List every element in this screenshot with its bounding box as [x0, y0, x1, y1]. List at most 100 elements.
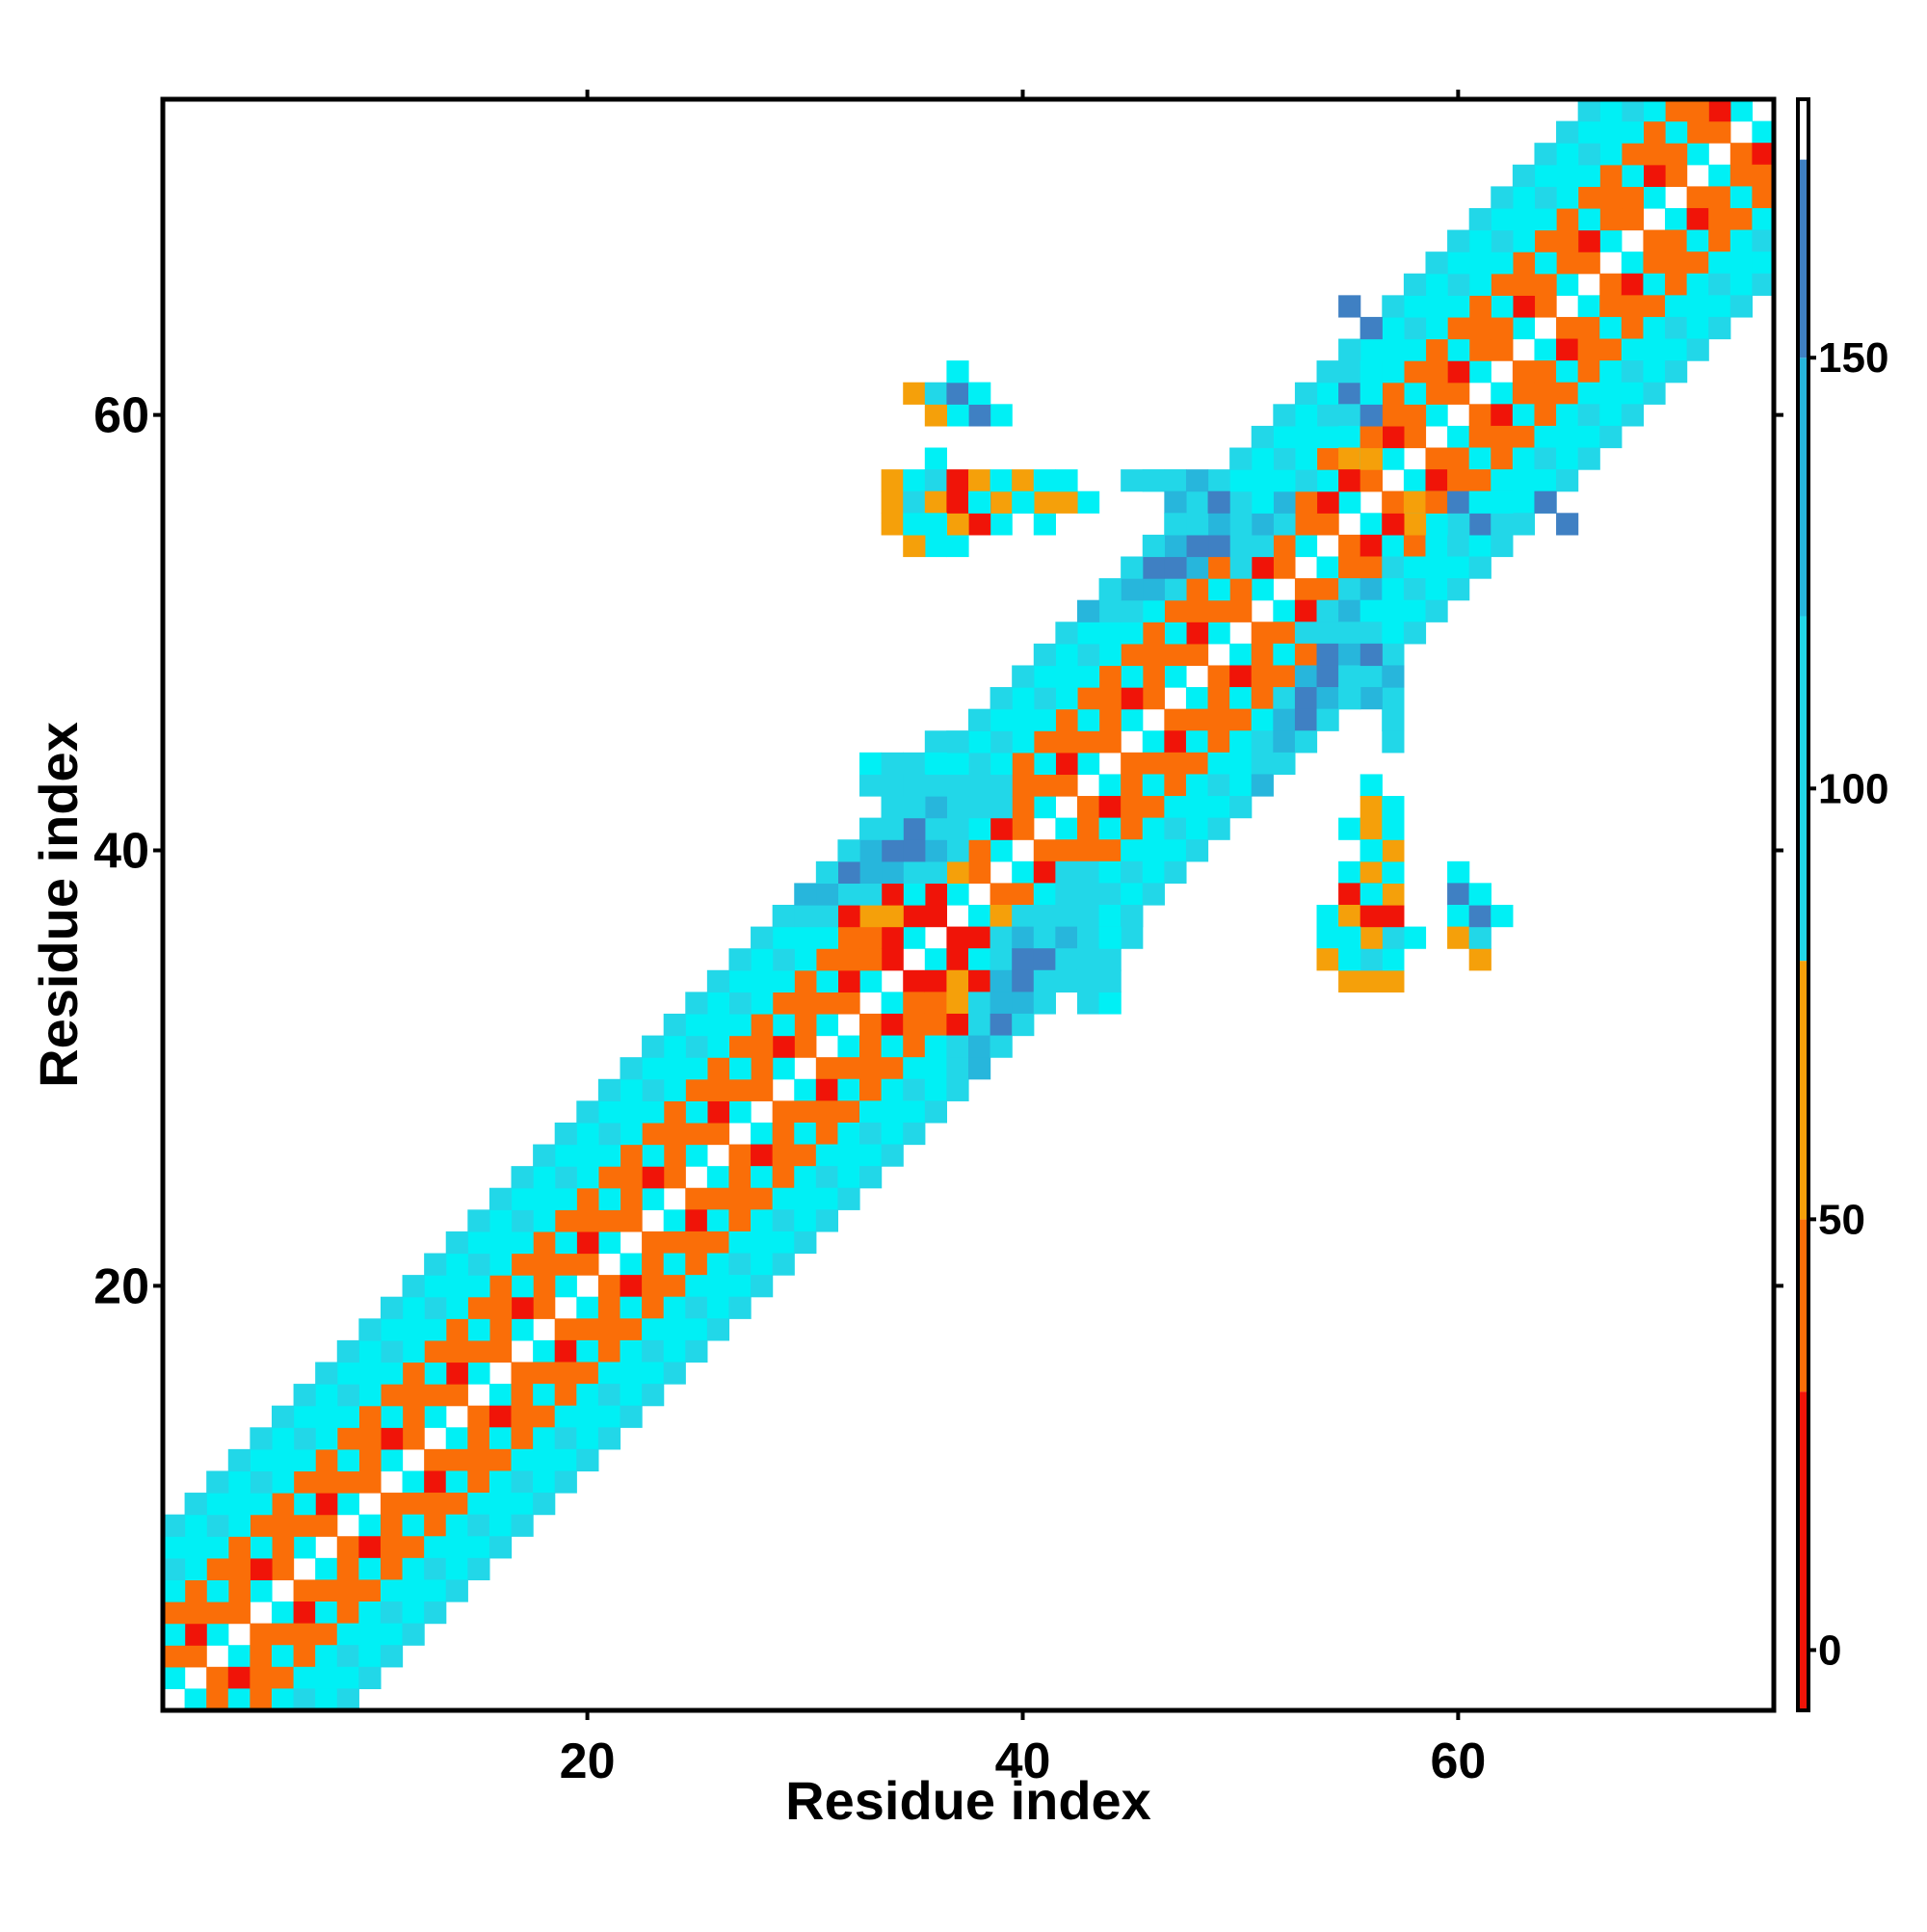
- heatmap-cell: [358, 1645, 382, 1668]
- heatmap-cell: [1577, 186, 1600, 209]
- heatmap-cell: [1316, 382, 1339, 405]
- heatmap-cell: [206, 1666, 229, 1689]
- heatmap-cell: [903, 860, 926, 884]
- heatmap-cell: [1185, 469, 1209, 492]
- heatmap-cell: [1621, 404, 1645, 427]
- heatmap-cell: [1468, 883, 1491, 906]
- heatmap-cell: [1076, 860, 1100, 884]
- heatmap-cell: [358, 1427, 382, 1450]
- heatmap-cell: [1359, 469, 1383, 492]
- heatmap-cell: [271, 1666, 295, 1689]
- heatmap-cell: [554, 1405, 577, 1428]
- heatmap-cell: [1359, 622, 1383, 645]
- heatmap-cell: [424, 1318, 447, 1341]
- heatmap-cell: [1359, 338, 1383, 361]
- heatmap-cell: [1382, 447, 1405, 470]
- heatmap-cell: [445, 1231, 468, 1255]
- heatmap-cell: [815, 948, 839, 971]
- heatmap-cell: [903, 839, 926, 862]
- heatmap-cell: [1752, 251, 1775, 275]
- heatmap-cell: [511, 1253, 534, 1276]
- heatmap-cell: [881, 883, 904, 906]
- heatmap-cell: [728, 1166, 752, 1189]
- heatmap-cell: [1273, 556, 1296, 579]
- heatmap-cell: [1055, 883, 1078, 906]
- heatmap-cell: [402, 1427, 425, 1450]
- heatmap-cell: [1076, 796, 1100, 819]
- heatmap-cell: [1599, 425, 1623, 449]
- heatmap-cell: [554, 1209, 577, 1232]
- heatmap-cell: [1599, 360, 1623, 384]
- heatmap-cell: [859, 1144, 883, 1167]
- heatmap-cell: [1033, 513, 1056, 536]
- heatmap-cell: [837, 1122, 860, 1146]
- heatmap-cell: [488, 1470, 513, 1494]
- heatmap-cell: [1316, 360, 1339, 384]
- heatmap-cell: [1534, 338, 1557, 361]
- heatmap-cell: [1012, 490, 1035, 514]
- heatmap-cell: [1098, 817, 1122, 840]
- heatmap-cell: [1556, 316, 1579, 340]
- heatmap-cell: [968, 469, 991, 492]
- heatmap-cell: [1121, 643, 1144, 667]
- heatmap-cell: [1447, 883, 1470, 906]
- heatmap-cell: [1491, 229, 1514, 252]
- heatmap-cell: [1294, 622, 1318, 645]
- colorbar-frame: [1796, 97, 1810, 1712]
- heatmap-cell: [1447, 273, 1470, 296]
- heatmap-cell: [184, 1601, 207, 1625]
- heatmap-cell: [751, 948, 774, 971]
- heatmap-cell: [990, 992, 1013, 1015]
- heatmap-cell: [837, 992, 860, 1015]
- heatmap-cell: [554, 1253, 577, 1276]
- heatmap-cell: [881, 1035, 904, 1058]
- heatmap-cell: [1621, 120, 1645, 144]
- colorbar-tick-label: 100: [1818, 765, 1888, 812]
- heatmap-cell: [794, 948, 817, 971]
- heatmap-cell: [1729, 186, 1753, 209]
- heatmap-cell: [1207, 490, 1230, 514]
- heatmap-cell: [1273, 643, 1296, 667]
- heatmap-cell: [1556, 404, 1579, 427]
- heatmap-cell: [620, 1405, 643, 1428]
- heatmap-cell: [751, 926, 774, 949]
- heatmap-cell: [751, 1122, 774, 1146]
- heatmap-cell: [859, 969, 883, 992]
- heatmap-cell: [1229, 469, 1253, 492]
- heatmap-cell: [924, 883, 947, 906]
- heatmap-cell: [1621, 316, 1645, 340]
- heatmap-cell: [1207, 622, 1230, 645]
- heatmap-cell: [1425, 447, 1448, 470]
- heatmap-cell: [1359, 578, 1383, 601]
- heatmap-cell: [1273, 622, 1296, 645]
- heatmap-cell: [533, 1362, 556, 1385]
- heatmap-cell: [728, 1035, 752, 1058]
- heatmap-cell: [1273, 490, 1296, 514]
- heatmap-cell: [1316, 404, 1339, 427]
- heatmap-cell: [1403, 469, 1427, 492]
- heatmap-cell: [924, 992, 947, 1015]
- heatmap-cell: [1359, 860, 1383, 884]
- heatmap-cell: [1359, 926, 1383, 949]
- heatmap-cell: [1686, 316, 1709, 340]
- heatmap-cell: [576, 1296, 599, 1319]
- heatmap-cell: [1033, 708, 1056, 731]
- heatmap-cell: [1273, 447, 1296, 470]
- heatmap-cell: [968, 382, 991, 405]
- heatmap-cell: [663, 1078, 686, 1101]
- heatmap-cell: [1273, 404, 1296, 427]
- heatmap-cell: [1643, 382, 1666, 405]
- heatmap-cell: [293, 1493, 316, 1516]
- heatmap-cell: [663, 1318, 686, 1341]
- heatmap-cell: [1665, 229, 1688, 252]
- heatmap-cell: [859, 1078, 883, 1101]
- heatmap-cell: [903, 796, 926, 819]
- heatmap-cell: [1185, 752, 1209, 776]
- heatmap-cell: [1207, 730, 1230, 754]
- heatmap-cell: [1382, 534, 1405, 558]
- heatmap-cell: [336, 1688, 359, 1711]
- heatmap-cell: [1185, 643, 1209, 667]
- heatmap-cell: [511, 1231, 534, 1255]
- heatmap-cell: [467, 1209, 490, 1232]
- heatmap-cell: [358, 1362, 382, 1385]
